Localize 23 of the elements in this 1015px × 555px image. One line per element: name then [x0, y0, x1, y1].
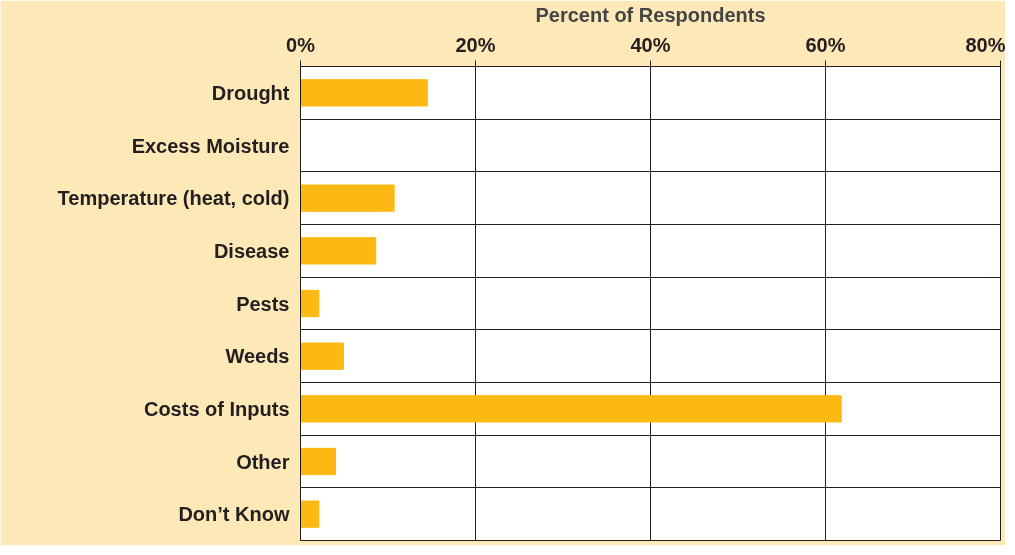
y-tick-label: Other [236, 450, 290, 473]
bar [300, 395, 842, 423]
y-tick-label: Disease [213, 239, 290, 262]
x-tick-label: 20% [455, 33, 496, 56]
x-tick-label: 80% [965, 33, 1006, 56]
bar [300, 237, 377, 265]
y-tick-label: Don’t Know [178, 503, 290, 526]
y-tick-label: Weeds [225, 345, 290, 368]
bar [300, 289, 320, 318]
y-tick-label: Costs of Inputs [143, 397, 290, 420]
y-tick-label: Temperature (heat, cold) [57, 187, 290, 210]
bar [300, 447, 336, 476]
x-tick-label: 60% [805, 33, 846, 56]
bar [300, 500, 320, 528]
x-tick-label: 40% [630, 33, 671, 56]
bar [300, 79, 428, 107]
bar [300, 342, 344, 370]
y-tick-label: Excess Moisture [131, 134, 290, 157]
y-tick-label: Drought [211, 81, 290, 104]
y-tick-label: Pests [236, 292, 290, 315]
bar [300, 184, 395, 212]
x-axis-title: Percent of Respondents [535, 3, 766, 26]
x-tick-label: 0% [286, 33, 316, 56]
